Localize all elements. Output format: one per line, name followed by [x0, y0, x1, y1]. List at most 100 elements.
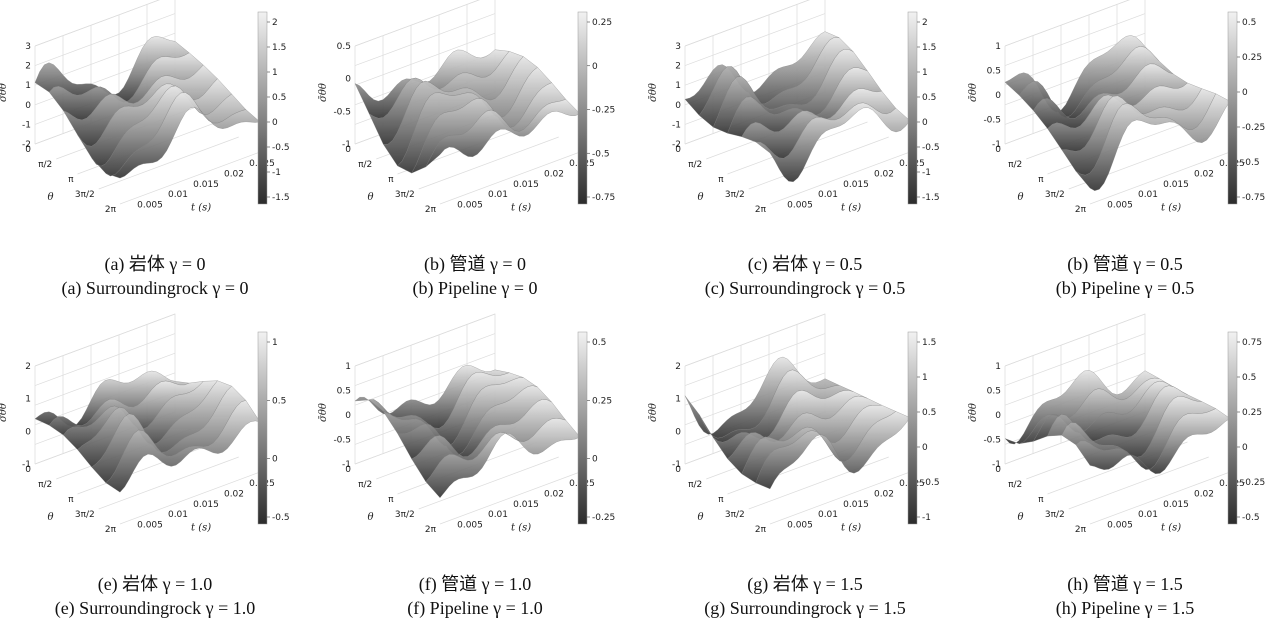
- colorbar-tick-label: 0.75: [1242, 338, 1262, 348]
- figure-panel-h: 1 0.5 0 -0.5 -1 σ̄θθ 0 π/2 π 3π/2 2π θ 0.005 0.01 0.01…: [968, 313, 1280, 630]
- theta-tick-label: 3π/2: [725, 510, 745, 520]
- time-tick-label: 0.005: [457, 521, 483, 531]
- theta-axis-label: θ: [1018, 512, 1024, 523]
- colorbar-tick-label: 0: [592, 455, 598, 465]
- z-tick-label: 1: [345, 362, 351, 372]
- z-tick-label: 1: [675, 81, 681, 91]
- colorbar-tick-label: 1.5: [922, 43, 936, 53]
- colorbar: 0.75 0.5 0.25 0 -0.25 -0.5: [1227, 331, 1265, 525]
- time-tick-label: 0.02: [224, 489, 244, 499]
- z-tick-label: -2: [22, 140, 31, 150]
- time-axis-label: t (s): [1161, 203, 1181, 214]
- z-tick-label: 0.5: [337, 387, 351, 397]
- figure-panel-c: 3 2 1 0 -1 -2 σ̄θθ 0 π/2 π 3π/2 2π θ 0.005 0.01 0.015 0.…: [648, 0, 960, 310]
- colorbar-tick-label: 0: [592, 62, 598, 72]
- theta-axis-label: θ: [368, 512, 374, 523]
- colorbar-tick-label: 0: [922, 118, 928, 128]
- z-tick-label: 0: [25, 427, 31, 437]
- colorbar-tick-label: -0.25: [592, 106, 615, 116]
- caption-zh: (e) 岩体 γ = 1.0: [97, 574, 213, 594]
- z-tick-label: -1: [22, 460, 31, 470]
- theta-tick-label: π: [388, 175, 394, 185]
- z-tick-label: 1: [995, 42, 1001, 52]
- theta-tick-label: 2π: [425, 205, 437, 215]
- theta-tick-label: 3π/2: [725, 190, 745, 200]
- caption-en: (a) Surroundingrock γ = 0: [61, 278, 249, 298]
- colorbar-tick-label: 1: [922, 373, 928, 383]
- colorbar-tick-label: -1: [922, 513, 931, 523]
- colorbar: 1 0.5 0 -0.5: [257, 331, 290, 525]
- z-tick-label: 1: [675, 395, 681, 405]
- z-tick-label: -1: [672, 120, 681, 130]
- colorbar-tick-label: -0.75: [592, 193, 615, 203]
- stress-surface: [354, 364, 581, 499]
- caption-en: (e) Surroundingrock γ = 1.0: [54, 598, 256, 618]
- time-tick-label: 0.02: [224, 169, 244, 179]
- colorbar: 0.5 0.25 0 -0.25: [577, 331, 615, 525]
- time-tick-label: 0.015: [193, 180, 219, 190]
- z-tick-label: -0.5: [983, 436, 1001, 446]
- theta-tick-label: 0: [345, 465, 351, 475]
- time-tick-label: 0.02: [544, 169, 564, 179]
- z-tick-label: -0.5: [333, 107, 351, 117]
- colorbar-tick-label: -0.25: [1242, 478, 1265, 488]
- theta-tick-label: 2π: [1075, 205, 1087, 215]
- caption-zh: (b) 管道 γ = 0: [423, 254, 527, 274]
- stress-surface: [1004, 35, 1231, 191]
- z-tick-label: 2: [675, 62, 681, 72]
- stress-surface: [1004, 370, 1231, 474]
- theta-tick-label: π/2: [688, 480, 702, 490]
- colorbar-tick-label: 0.25: [1242, 53, 1262, 63]
- colorbar-tick-label: -0.5: [922, 143, 940, 153]
- colorbar-tick-label: 2: [922, 18, 928, 28]
- colorbar-tick-label: 0: [1242, 88, 1248, 98]
- surface-plot-a: 3 2 1 0 -1 -2 σ̄θθ 0 π/2 π3π/2 2π θ 0.005 0.01 0.015 0.…: [0, 0, 290, 215]
- time-tick-label: 0.02: [1194, 169, 1214, 179]
- colorbar-tick-label: -0.25: [1242, 123, 1265, 133]
- time-tick-label: 0.005: [137, 521, 163, 531]
- surface-plot-f: 1 0.5 0 -0.5 -1 σ̄θθ 0 π/2 π3π/2 2π θ 0.005 0.01 0.01…: [318, 313, 615, 535]
- surface-plot-d: 1 0.5 0 -0.5 -1 σ̄θθ 0 π/2 π3π/2 2π θ 0.005 0.01 0.01…: [968, 0, 1265, 215]
- theta-tick-label: 0: [25, 145, 31, 155]
- theta-tick-label: π: [1038, 495, 1044, 505]
- time-tick-label: 0.01: [818, 510, 838, 520]
- z-axis-label: σ̄θθ: [318, 83, 329, 102]
- colorbar-tick-label: -1: [922, 168, 931, 178]
- z-tick-label: 0.5: [337, 42, 351, 52]
- colorbar-tick-label: 1: [922, 68, 928, 78]
- theta-tick-label: π: [68, 175, 74, 185]
- colorbar-tick-label: -0.5: [1242, 513, 1260, 523]
- time-axis-label: t (s): [841, 203, 861, 214]
- z-axis-label: σ̄θθ: [0, 83, 9, 102]
- stress-surface: [34, 36, 261, 179]
- colorbar-tick-label: 0.25: [592, 396, 612, 406]
- z-axis-label: σ̄θθ: [648, 403, 659, 422]
- z-axis-label: σ̄θθ: [968, 403, 979, 422]
- colorbar: 2 1.5 1 0.5 0 -0.5 -1 -1.5: [907, 11, 940, 205]
- colorbar-tick-label: 1.5: [922, 338, 936, 348]
- z-tick-label: -1: [22, 120, 31, 130]
- theta-tick-label: 2π: [755, 525, 767, 535]
- theta-tick-label: π/2: [358, 160, 372, 170]
- z-axis-label: σ̄θθ: [648, 83, 659, 102]
- z-tick-label: 0: [675, 427, 681, 437]
- time-tick-label: 0.015: [513, 180, 539, 190]
- colorbar-tick-label: 1: [272, 68, 278, 78]
- z-axis-label: σ̄θθ: [0, 403, 9, 422]
- theta-axis-label: θ: [1018, 192, 1024, 203]
- figure-panel-f: 1 0.5 0 -0.5 -1 σ̄θθ 0 π/2 π 3π/2 2π θ 0.005 0.01 0.01…: [318, 313, 630, 630]
- stress-surface: [34, 370, 261, 493]
- colorbar-tick-label: 0: [922, 443, 928, 453]
- time-tick-label: 0.005: [457, 201, 483, 211]
- colorbar-tick-label: 0.5: [592, 338, 606, 348]
- theta-axis-label: θ: [48, 192, 54, 203]
- z-tick-label: 2: [25, 362, 31, 372]
- theta-tick-label: 3π/2: [75, 190, 95, 200]
- colorbar: 2 1.5 1 0.5 0 -0.5 -1 -1.5: [257, 11, 290, 205]
- time-tick-label: 0.01: [818, 190, 838, 200]
- time-tick-label: 0.015: [1163, 500, 1189, 510]
- z-tick-label: 0.5: [987, 387, 1001, 397]
- z-tick-label: 0: [675, 101, 681, 111]
- figure-panel-e: 210-1σ̄θθ0π/2π3π/22πθ0.0050.010.0150.020…: [0, 313, 310, 630]
- theta-tick-label: π/2: [688, 160, 702, 170]
